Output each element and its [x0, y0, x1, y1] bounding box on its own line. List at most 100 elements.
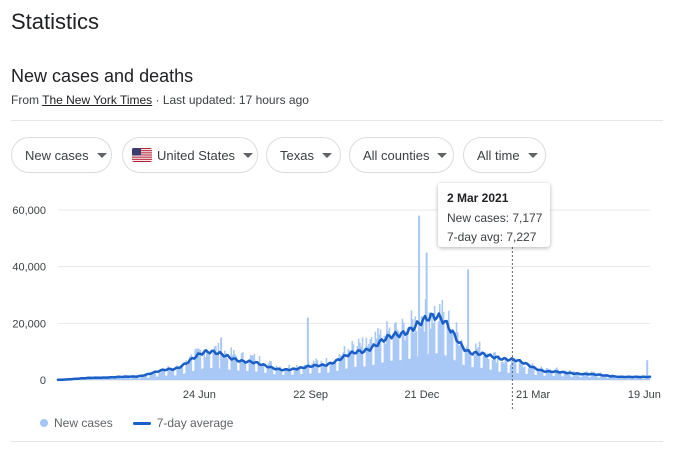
case-bar [350, 354, 352, 380]
case-bar [526, 374, 529, 380]
case-bar [447, 310, 450, 380]
cases-chart[interactable]: 0 20,000 40,000 60,000 24 Jun 22 Sep 21 Dec 21… [0, 190, 695, 410]
case-bar [230, 347, 233, 380]
case-bar [458, 345, 460, 380]
case-bar [123, 376, 126, 380]
case-bar [544, 375, 547, 380]
case-bar [159, 372, 162, 380]
case-bar [625, 378, 628, 380]
case-bar [330, 364, 333, 380]
case-bar [354, 366, 356, 380]
case-bar [402, 322, 405, 380]
case-bar [172, 368, 175, 380]
time-range-dropdown[interactable]: All time [463, 137, 546, 173]
case-bar [590, 371, 593, 380]
case-bar [140, 374, 142, 380]
x-tick-label: 21 Dec [404, 389, 439, 401]
case-bar [500, 362, 503, 380]
case-bar [626, 376, 629, 380]
case-bar [249, 354, 252, 380]
x-tick-label: 21 Mar [516, 389, 551, 401]
case-bar [465, 346, 468, 380]
case-bar [577, 372, 580, 380]
case-bar [317, 373, 320, 380]
case-bar [137, 378, 140, 380]
case-bar [203, 349, 206, 380]
case-bar [173, 375, 176, 380]
case-bar [150, 372, 153, 380]
case-bar [509, 364, 512, 380]
case-bar [297, 368, 299, 380]
case-bar [352, 344, 355, 380]
source-link[interactable]: The New York Times [42, 93, 153, 107]
case-bar [624, 378, 626, 380]
case-bar [399, 360, 401, 380]
case-bar [240, 353, 243, 380]
case-bar [126, 377, 128, 380]
case-bar [305, 364, 307, 380]
case-bar [368, 343, 370, 380]
case-spike-bar [646, 360, 649, 380]
case-spike-bar [418, 215, 421, 380]
case-bar [419, 327, 422, 380]
case-bar [238, 370, 240, 380]
case-bar [532, 368, 535, 380]
case-bar [496, 357, 499, 380]
case-bar [266, 366, 269, 380]
metric-dropdown[interactable]: New cases [11, 137, 112, 173]
case-bar [444, 355, 446, 380]
case-bar [243, 359, 245, 380]
case-bar [567, 371, 570, 380]
case-bar [599, 372, 602, 380]
case-bar [433, 306, 436, 380]
case-bar [477, 347, 480, 380]
case-bar [128, 378, 131, 380]
case-bar [221, 358, 224, 380]
case-bar [166, 375, 168, 380]
case-bar [445, 355, 447, 380]
case-bar [386, 321, 388, 380]
case-bar [473, 354, 476, 380]
case-bar [370, 336, 373, 380]
case-bar [326, 372, 329, 380]
case-bar [372, 365, 374, 380]
case-bar [597, 377, 599, 380]
page-title: Statistics [11, 9, 100, 34]
case-bar [428, 312, 431, 380]
case-bar [85, 379, 87, 380]
county-dropdown[interactable]: All counties [349, 137, 454, 173]
case-bar [562, 376, 565, 380]
case-bar [563, 370, 566, 380]
case-bar [633, 378, 635, 380]
case-bar [121, 378, 123, 380]
case-bar [455, 322, 458, 380]
case-bar [406, 327, 409, 380]
case-bar [296, 364, 298, 380]
case-bar [643, 378, 646, 380]
case-bar [275, 365, 278, 380]
case-bar [194, 349, 197, 380]
case-bar [337, 370, 339, 380]
case-bar [329, 364, 332, 380]
time-range-dropdown-label: All time [477, 147, 520, 163]
case-bar [400, 360, 402, 380]
case-bar [531, 363, 534, 380]
country-dropdown[interactable]: United States [122, 137, 258, 173]
case-bar [103, 378, 105, 380]
divider-top [11, 120, 663, 121]
case-bar [521, 364, 523, 380]
case-bar [539, 370, 541, 380]
case-bar [215, 345, 217, 380]
case-bar [558, 371, 561, 380]
case-bar [177, 367, 180, 380]
chart-bars [58, 215, 651, 380]
case-bar [580, 377, 583, 380]
case-bar [314, 364, 316, 380]
case-bar [388, 327, 391, 380]
case-bar [139, 378, 141, 380]
state-dropdown[interactable]: Texas [266, 137, 341, 173]
case-bar [342, 352, 345, 380]
case-bar [321, 364, 324, 380]
case-bar [171, 368, 173, 380]
case-bar [634, 378, 637, 380]
